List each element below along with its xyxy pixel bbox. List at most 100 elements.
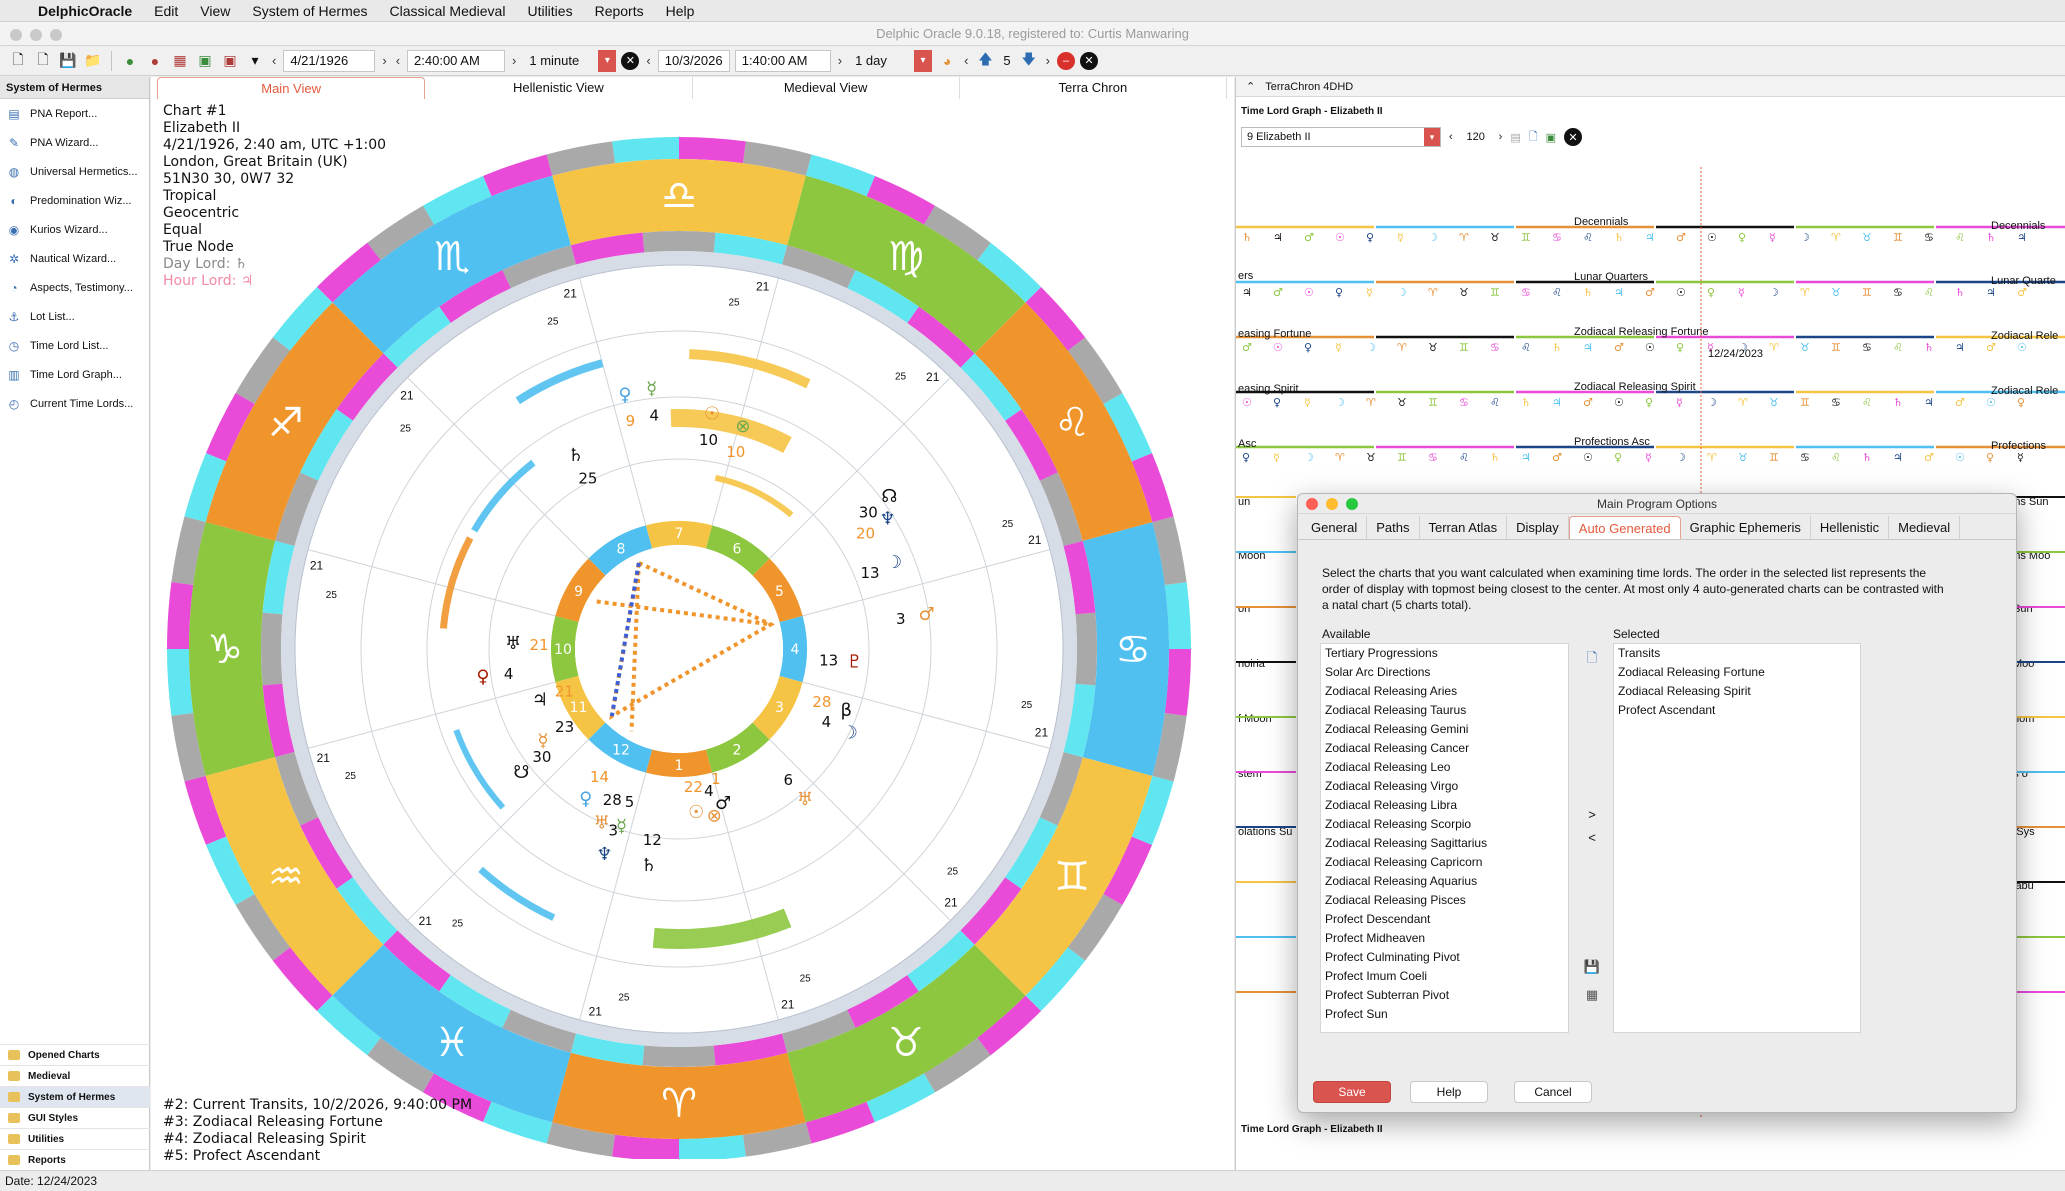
time2-field[interactable]: 1:40:00 AM bbox=[734, 49, 831, 72]
list-item[interactable]: Profect Subterran Pivot bbox=[1325, 988, 1450, 1002]
list-item[interactable]: Zodiacal Releasing Cancer bbox=[1325, 741, 1470, 755]
sidebar-item-nautical-wizard[interactable]: ✲ Nautical Wizard... bbox=[0, 244, 149, 273]
sidebar-category-reports[interactable]: Reports bbox=[0, 1149, 150, 1170]
close-graph-icon[interactable]: ✕ bbox=[1564, 128, 1583, 146]
list-item[interactable]: Transits bbox=[1618, 646, 1661, 660]
close-icon[interactable]: ✕ bbox=[1079, 51, 1098, 70]
sidebar-category-medieval[interactable]: Medieval bbox=[0, 1065, 150, 1086]
time1-field[interactable]: 2:40:00 AM bbox=[407, 49, 506, 72]
sidebar-category-gui-styles[interactable]: GUI Styles bbox=[0, 1107, 150, 1128]
sidebar-item-kurios-wizard[interactable]: ◉ Kurios Wizard... bbox=[0, 215, 149, 244]
dialog-minimize-button[interactable] bbox=[1326, 498, 1338, 510]
list-item[interactable]: Zodiacal Releasing Virgo bbox=[1325, 779, 1459, 793]
menu-utilities[interactable]: Utilities bbox=[527, 2, 573, 19]
list-item[interactable]: Zodiacal Releasing Spirit bbox=[1618, 684, 1751, 698]
chart-remove-icon[interactable]: ▣ bbox=[223, 52, 237, 68]
save-list-icon[interactable]: 💾 bbox=[1583, 959, 1601, 974]
list-item[interactable]: Zodiacal Releasing Pisces bbox=[1325, 893, 1466, 907]
sidebar-item-current-time-lords[interactable]: ◴ Current Time Lords... bbox=[0, 389, 149, 418]
time1-next-icon[interactable]: › bbox=[512, 53, 517, 68]
save-icon[interactable]: 💾 bbox=[59, 52, 77, 68]
clear-time1-icon[interactable]: ✕ bbox=[621, 51, 640, 70]
date2-prev-icon[interactable]: ‹ bbox=[646, 53, 651, 68]
minimize-window-button[interactable] bbox=[30, 29, 42, 41]
list-item[interactable]: Zodiacal Releasing Capricorn bbox=[1325, 855, 1483, 869]
globe-remove-icon[interactable]: ● bbox=[150, 52, 160, 69]
menu-app-name[interactable]: DelphicOracle bbox=[38, 2, 133, 19]
time-lord-graph[interactable]: ♄ ♃ ♂ ☉ ♀ ☿ ☽ ♈ ♉ ♊ ♋ ♌ ♄ ♃ ♂ ☉ ♀ ☿ ☽ ♈ ♉ ♊ ♋ ♌ ♄ ♃Decennials♃ ♂ ☉ ♀… bbox=[1236, 167, 2065, 1117]
count-prev-icon[interactable]: ‹ bbox=[964, 53, 969, 68]
save-button[interactable]: Save bbox=[1313, 1081, 1391, 1103]
new-document-icon[interactable]: 🗋 bbox=[1586, 650, 1598, 665]
menu-help[interactable]: Help bbox=[665, 2, 695, 19]
menu-system-of-hermes[interactable]: System of Hermes bbox=[252, 2, 368, 19]
sidebar-item-predomination-wiz[interactable]: ◐ Predomination Wiz... bbox=[0, 186, 149, 215]
tab-hellenistic[interactable]: Hellenistic bbox=[1811, 516, 1890, 539]
sidebar-category-system-of-hermes[interactable]: System of Hermes bbox=[0, 1086, 150, 1107]
tab-auto-generated[interactable]: Auto Generated bbox=[1568, 516, 1681, 539]
tab-terra-chron[interactable]: Terra Chron bbox=[959, 77, 1227, 99]
sidebar-item-pna-wizard[interactable]: ✎ PNA Wizard... bbox=[0, 128, 149, 157]
count-next-icon[interactable]: › bbox=[1045, 53, 1050, 68]
tab-main-view[interactable]: Main View bbox=[157, 77, 426, 99]
tab-hellenistic-view[interactable]: Hellenistic View bbox=[425, 77, 693, 99]
time1-prev-icon[interactable]: ‹ bbox=[395, 53, 401, 68]
menu-edit[interactable]: Edit bbox=[154, 2, 179, 19]
list-item[interactable]: Zodiacal Releasing Aquarius bbox=[1325, 874, 1478, 888]
close-window-button[interactable] bbox=[10, 29, 22, 41]
tab-display[interactable]: Display bbox=[1507, 516, 1569, 539]
list-item[interactable]: Zodiacal Releasing Libra bbox=[1325, 798, 1458, 812]
tab-paths[interactable]: Paths bbox=[1367, 516, 1420, 539]
available-list[interactable]: Tertiary Progressions Solar Arc Direction… bbox=[1320, 643, 1569, 1033]
list-item[interactable]: Zodiacal Releasing Scorpio bbox=[1325, 817, 1472, 831]
list-item[interactable]: Zodiacal Releasing Taurus bbox=[1325, 703, 1467, 717]
list-item[interactable]: Profect Descendant bbox=[1325, 912, 1431, 926]
sidebar-item-time-lord-graph[interactable]: ▥ Time Lord Graph... bbox=[0, 360, 149, 389]
move-left-button[interactable]: < bbox=[1588, 830, 1596, 845]
tab-graphic-ephemeris[interactable]: Graphic Ephemeris bbox=[1681, 516, 1811, 539]
list-item[interactable]: Tertiary Progressions bbox=[1325, 646, 1438, 660]
tab-terran-atlas[interactable]: Terran Atlas bbox=[1420, 516, 1508, 539]
document-icon[interactable]: 🗋 bbox=[1528, 130, 1538, 143]
menu-classical-medieval[interactable]: Classical Medieval bbox=[389, 2, 506, 19]
zoom-window-button[interactable] bbox=[50, 29, 62, 41]
cancel-button[interactable]: Cancel bbox=[1514, 1081, 1592, 1103]
dropdown-menu-icon[interactable]: ▾ bbox=[251, 52, 259, 68]
date1-next-icon[interactable]: › bbox=[382, 53, 387, 68]
time2-next-icon[interactable]: › bbox=[837, 53, 843, 68]
list-item[interactable]: Zodiacal Releasing Sagittarius bbox=[1325, 836, 1488, 850]
dialog-zoom-button[interactable] bbox=[1346, 498, 1358, 510]
step1-field[interactable]: 1 minute bbox=[529, 53, 580, 68]
zoom-next-icon[interactable]: › bbox=[1498, 131, 1503, 143]
list-item[interactable]: Zodiacal Releasing Aries bbox=[1325, 684, 1458, 698]
sidebar-item-universal-hermetics[interactable]: ◍ Universal Hermetics... bbox=[0, 157, 149, 186]
step2-field[interactable]: 1 day bbox=[855, 53, 887, 68]
new-file-icon[interactable]: 🗋 bbox=[37, 50, 49, 67]
color-wheel-icon[interactable]: ◕ bbox=[942, 52, 952, 69]
calendar-icon[interactable]: ▦ bbox=[173, 52, 187, 68]
globe-add-icon[interactable]: ● bbox=[125, 52, 135, 69]
list-item[interactable]: Zodiacal Releasing Leo bbox=[1325, 760, 1451, 774]
new-chart-icon[interactable]: 🗋 bbox=[12, 50, 24, 67]
tab-medieval[interactable]: Medieval bbox=[1889, 516, 1961, 539]
print-icon[interactable]: ▤ bbox=[1510, 131, 1521, 144]
arrow-up-icon[interactable]: 🡅 bbox=[978, 50, 993, 67]
list-item[interactable]: Zodiacal Releasing Fortune bbox=[1618, 665, 1765, 679]
list-item[interactable]: Profect Sun bbox=[1325, 1007, 1388, 1021]
sidebar-item-time-lord-list[interactable]: ◷ Time Lord List... bbox=[0, 331, 149, 360]
help-button[interactable]: Help bbox=[1410, 1081, 1488, 1103]
selected-list[interactable]: Transits Zodiacal Releasing Fortune Zodiac… bbox=[1613, 643, 1861, 1033]
list-item[interactable]: Profect Culminating Pivot bbox=[1325, 950, 1460, 964]
date1-field[interactable]: 4/21/1926 bbox=[283, 49, 376, 72]
tab-general[interactable]: General bbox=[1302, 516, 1368, 539]
list-item[interactable]: Zodiacal Releasing Gemini bbox=[1325, 722, 1469, 736]
step2-dropdown-icon[interactable]: ▾ bbox=[914, 49, 933, 72]
sidebar-item-pna-report[interactable]: ▤ PNA Report... bbox=[0, 99, 149, 128]
zoom-value[interactable]: 120 bbox=[1466, 131, 1485, 143]
menu-view[interactable]: View bbox=[200, 2, 231, 19]
sidebar-category-utilities[interactable]: Utilities bbox=[0, 1128, 150, 1149]
tab-medieval-view[interactable]: Medieval View bbox=[692, 77, 960, 99]
open-folder-icon[interactable]: 📁 bbox=[84, 52, 102, 68]
chevron-down-icon[interactable]: ▾ bbox=[1424, 128, 1440, 146]
